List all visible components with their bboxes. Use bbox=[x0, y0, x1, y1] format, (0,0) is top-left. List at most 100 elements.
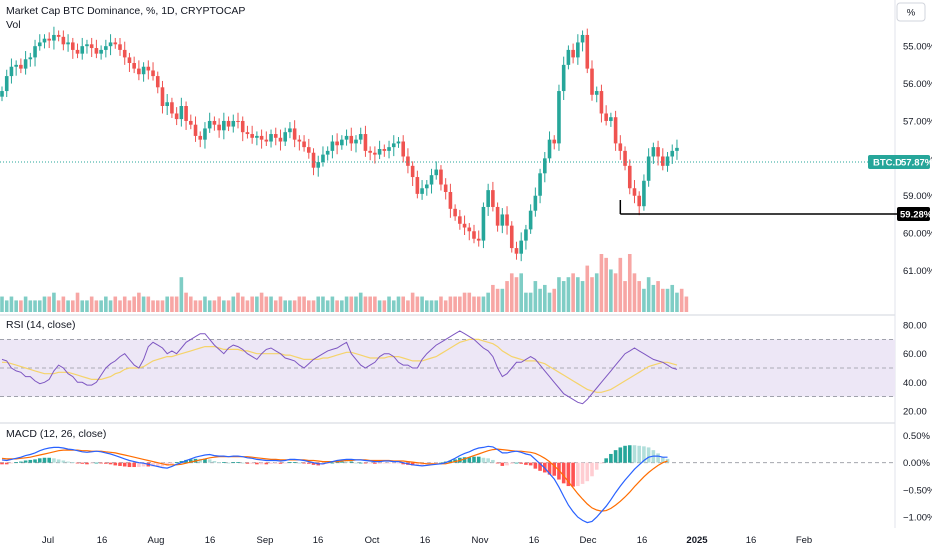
macd-histogram-bar bbox=[14, 462, 18, 463]
volume-bar bbox=[217, 296, 221, 312]
volume-bar bbox=[585, 265, 590, 312]
candle-body bbox=[259, 135, 264, 140]
candle-body bbox=[0, 91, 4, 97]
volume-bar bbox=[646, 277, 651, 312]
macd-histogram-bar bbox=[292, 462, 297, 463]
candle-body bbox=[453, 208, 457, 217]
macd-histogram-bar bbox=[420, 462, 424, 466]
candle-body bbox=[401, 141, 405, 157]
volume-bar bbox=[462, 292, 467, 312]
volume-bar bbox=[661, 288, 665, 312]
volume-bar bbox=[524, 292, 528, 312]
macd-tick-label: 0.50% bbox=[903, 431, 930, 442]
candle-body bbox=[288, 128, 292, 133]
candle-body bbox=[533, 195, 538, 211]
candle-body bbox=[302, 141, 306, 148]
candle-body bbox=[99, 49, 103, 54]
candle-body bbox=[627, 165, 632, 189]
price-tick-label: 57.00% bbox=[903, 116, 932, 127]
candle-body bbox=[665, 156, 670, 166]
volume-bar bbox=[108, 300, 113, 312]
volume-bar bbox=[453, 296, 457, 312]
candle-body bbox=[585, 34, 590, 69]
macd-histogram-bar bbox=[184, 459, 188, 463]
macd-histogram-bar bbox=[245, 462, 250, 464]
macd-histogram-bar bbox=[646, 447, 651, 463]
candle-body bbox=[509, 225, 514, 249]
volume-bar bbox=[155, 300, 160, 312]
candle-body bbox=[472, 231, 476, 239]
candle-body bbox=[297, 139, 302, 142]
macd-histogram-bar bbox=[137, 462, 141, 468]
volume-bar bbox=[679, 288, 684, 312]
macd-histogram-bar bbox=[122, 462, 127, 467]
macd-histogram-bar bbox=[127, 462, 132, 468]
macd-histogram-bar bbox=[113, 462, 118, 466]
macd-histogram-bar bbox=[373, 462, 377, 464]
volume-bar bbox=[391, 300, 396, 312]
scale-button-label[interactable]: % bbox=[907, 8, 916, 19]
candle-body bbox=[52, 34, 56, 41]
candle-body bbox=[354, 139, 358, 144]
volume-bar bbox=[9, 296, 14, 312]
candle-body bbox=[316, 162, 321, 168]
macd-histogram-bar bbox=[141, 462, 146, 467]
macd-histogram-bar bbox=[354, 462, 358, 464]
candle-body bbox=[174, 113, 179, 120]
candle-body bbox=[122, 49, 127, 58]
volume-bar bbox=[198, 300, 203, 312]
candle-body bbox=[269, 134, 273, 142]
macd-histogram-bar bbox=[585, 462, 590, 482]
candle-body bbox=[613, 117, 618, 144]
candle-body bbox=[307, 147, 311, 153]
candle-body bbox=[547, 139, 552, 159]
volume-bar bbox=[226, 300, 231, 312]
volume-bar bbox=[613, 273, 618, 312]
time-tick-label: 16 bbox=[205, 535, 216, 546]
macd-histogram-bar bbox=[637, 445, 641, 463]
macd-histogram-bar bbox=[0, 462, 4, 465]
macd-histogram-bar bbox=[118, 462, 122, 466]
macd-histogram-bar bbox=[340, 461, 344, 463]
volume-bar bbox=[576, 277, 580, 312]
candle-body bbox=[198, 135, 203, 140]
candle-body bbox=[212, 120, 217, 125]
volume-bar bbox=[146, 296, 151, 312]
candle-body bbox=[434, 169, 439, 176]
candle-body bbox=[56, 34, 61, 37]
candle-body bbox=[462, 223, 467, 228]
volume-label: Vol bbox=[6, 19, 21, 31]
volume-bar bbox=[259, 292, 264, 312]
candle-body bbox=[495, 206, 500, 226]
candle-body bbox=[189, 120, 193, 125]
volume-bar bbox=[420, 296, 424, 312]
macd-histogram-bar bbox=[170, 462, 174, 465]
time-tick-label: Sep bbox=[257, 535, 274, 546]
scale-button[interactable]: % bbox=[896, 2, 926, 22]
macd-tick-label: −1.00% bbox=[903, 513, 932, 524]
candle-body bbox=[104, 46, 108, 50]
volume-bar bbox=[401, 296, 405, 312]
macd-histogram-bar bbox=[283, 462, 287, 464]
candle-body bbox=[656, 147, 660, 157]
macd-histogram-bar bbox=[42, 457, 47, 463]
volume-bar bbox=[519, 273, 523, 312]
candle-body bbox=[642, 180, 646, 207]
volume-bar bbox=[387, 296, 391, 312]
volume-bar bbox=[160, 300, 165, 312]
volume-bar bbox=[340, 300, 344, 312]
time-tick-label: 16 bbox=[637, 535, 648, 546]
macd-histogram-bar bbox=[528, 462, 533, 466]
macd-histogram-bar bbox=[594, 462, 599, 470]
volume-bar bbox=[222, 300, 226, 312]
time-tick-label: 16 bbox=[97, 535, 108, 546]
macd-histogram-bar bbox=[500, 462, 505, 466]
macd-histogram-bar bbox=[391, 462, 396, 464]
macd-histogram-bar bbox=[80, 462, 85, 464]
candle-body bbox=[387, 147, 391, 151]
candle-body bbox=[132, 63, 136, 69]
macd-histogram-bar bbox=[599, 462, 604, 464]
candle-body bbox=[292, 128, 297, 140]
candle-body bbox=[118, 44, 122, 50]
